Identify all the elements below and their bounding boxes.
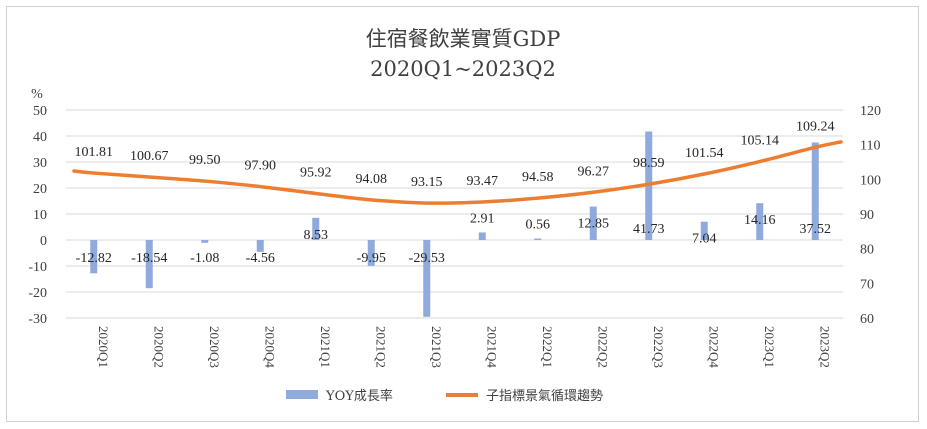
bar xyxy=(367,240,375,266)
line-data-labels: 101.81 100.67 99.50 97.90 95.92 94.08 93.15 93.… xyxy=(75,119,835,190)
line-data-label: 109.24 xyxy=(796,119,835,134)
bar-data-label: -29.53 xyxy=(409,251,445,266)
bar xyxy=(90,240,98,274)
chart-subtitle: 2020Q1~2023Q2 xyxy=(370,57,556,81)
bar-data-label: 7.04 xyxy=(692,232,717,247)
bar-data-label: -1.08 xyxy=(190,251,219,266)
line-data-label: 93.47 xyxy=(467,174,499,189)
bar xyxy=(256,240,264,252)
legend-label-line: 子指標景氣循環趨勢 xyxy=(486,389,603,404)
y-left-ticks: -30 -20 -10 0 10 20 30 40 50 xyxy=(28,104,47,327)
y-left-tick-label: -10 xyxy=(28,260,47,275)
line-data-label: 99.50 xyxy=(189,153,221,168)
bar xyxy=(589,206,597,240)
y-right-tick-label: 100 xyxy=(860,173,881,188)
y-right-tick-label: 90 xyxy=(860,208,874,223)
line-data-label: 105.14 xyxy=(741,134,780,149)
y-left-tick-label: 10 xyxy=(33,208,47,223)
line-data-label: 98.59 xyxy=(633,156,665,171)
y-left-tick-label: -20 xyxy=(28,286,47,301)
x-tick-label: 2021Q2 xyxy=(373,326,388,368)
line-data-label: 94.58 xyxy=(522,170,554,185)
trend-line xyxy=(72,140,843,205)
chart-title: 住宿餐飲業實質GDP xyxy=(366,27,561,51)
legend-swatch-bar xyxy=(286,390,318,399)
bar xyxy=(478,232,486,240)
bar xyxy=(700,221,708,240)
bar-data-label: -12.82 xyxy=(76,251,112,266)
bar-data-label: -9.95 xyxy=(357,251,386,266)
x-tick-label: 2020Q1 xyxy=(96,326,111,368)
bar-data-labels: -12.82 -18.54 -1.08 -4.56 8.53 -9.95 -29.53 2.9… xyxy=(76,211,831,266)
line-data-label: 95.92 xyxy=(300,165,332,180)
y-left-tick-label: -30 xyxy=(28,312,47,327)
bar-data-label: 37.52 xyxy=(800,222,832,237)
legend-label-bar: YOY成長率 xyxy=(325,388,393,404)
x-tick-label: 2022Q3 xyxy=(651,326,666,368)
x-tick-label: 2020Q4 xyxy=(262,326,277,368)
bar xyxy=(201,240,209,243)
legend: YOY成長率 子指標景氣循環趨勢 xyxy=(286,388,603,404)
x-tick-label: 2020Q2 xyxy=(151,326,166,368)
x-ticks: 2020Q1 2020Q2 2020Q3 2020Q4 2021Q1 2021Q2 2021… xyxy=(96,326,833,368)
bar xyxy=(312,217,320,240)
bar xyxy=(534,238,542,240)
x-tick-label: 2022Q4 xyxy=(706,326,721,368)
bar-data-label: 0.56 xyxy=(526,218,551,233)
bar xyxy=(756,203,764,240)
y-right-tick-label: 70 xyxy=(860,277,874,292)
y-right-tick-label: 60 xyxy=(860,312,874,327)
bar-data-label: -4.56 xyxy=(246,251,275,266)
x-tick-label: 2021Q4 xyxy=(484,326,499,368)
y-right-tick-label: 110 xyxy=(860,139,880,154)
y-right-tick-label: 120 xyxy=(860,104,881,119)
y-left-tick-label: 0 xyxy=(40,234,47,249)
line-data-label: 94.08 xyxy=(356,172,388,187)
y-left-tick-label: 40 xyxy=(33,130,47,145)
line-data-label: 93.15 xyxy=(411,175,443,190)
line-data-label: 101.54 xyxy=(685,146,724,161)
bar-data-label: 8.53 xyxy=(304,228,329,243)
y-right-tick-label: 80 xyxy=(860,243,874,258)
bar-data-label: -18.54 xyxy=(131,251,167,266)
x-tick-label: 2021Q1 xyxy=(318,326,333,368)
bar xyxy=(811,142,819,240)
bar xyxy=(145,240,153,289)
y-left-tick-label: 50 xyxy=(33,104,47,119)
bar-data-label: 2.91 xyxy=(470,211,495,226)
bar-data-label: 12.85 xyxy=(578,217,610,232)
x-tick-label: 2020Q3 xyxy=(207,326,222,368)
x-tick-label: 2022Q1 xyxy=(540,326,555,368)
y-right-ticks: 60 70 80 90 100 110 120 xyxy=(860,104,881,327)
bar-data-label: 41.73 xyxy=(633,222,665,237)
x-tick-label: 2023Q1 xyxy=(762,326,777,368)
y-left-tick-label: 30 xyxy=(33,156,47,171)
line-data-label: 96.27 xyxy=(578,164,610,179)
y-left-tick-label: 20 xyxy=(33,182,47,197)
line-data-label: 97.90 xyxy=(245,159,277,174)
bar xyxy=(423,240,431,317)
x-tick-label: 2022Q2 xyxy=(595,326,610,368)
bar-data-label: 14.16 xyxy=(744,213,776,228)
gridlines xyxy=(66,109,843,319)
line-data-label: 101.81 xyxy=(75,145,114,160)
x-tick-label: 2023Q2 xyxy=(817,326,832,368)
line-series xyxy=(72,140,843,205)
x-tick-label: 2021Q3 xyxy=(429,326,444,368)
line-data-label: 100.67 xyxy=(130,149,169,164)
y-left-axis-label: % xyxy=(31,87,43,102)
